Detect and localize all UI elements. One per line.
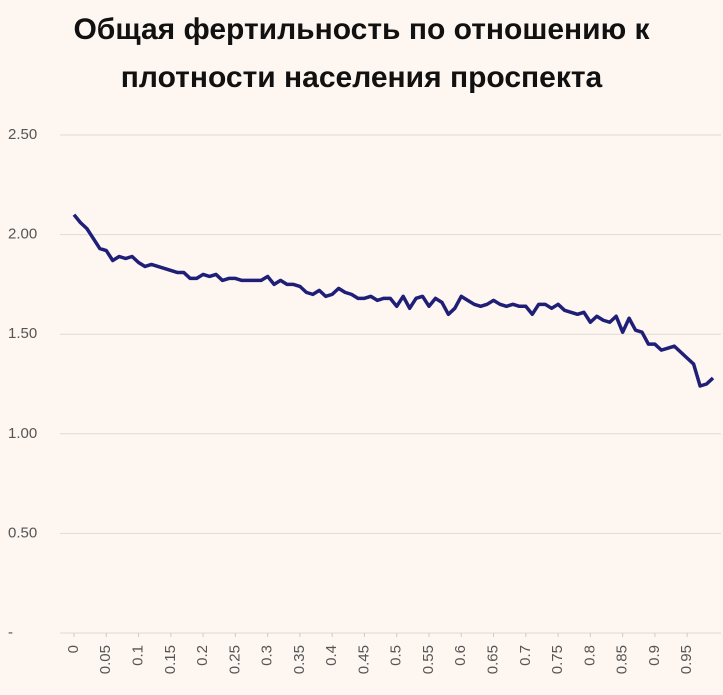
x-tick-label: 0.85 <box>614 645 631 674</box>
y-tick-label: 2.50 <box>8 126 37 143</box>
x-tick-label: 0.05 <box>97 645 114 674</box>
x-tick-label: 0 <box>65 645 82 653</box>
x-tick-label: 0.75 <box>549 645 566 674</box>
x-tick-label: 0.1 <box>130 645 147 666</box>
x-tick-label: 0.8 <box>581 645 598 666</box>
x-tick-label: 0.55 <box>420 645 437 674</box>
x-tick-label: 0.9 <box>646 645 663 666</box>
x-tick-label: 0.4 <box>323 645 340 666</box>
x-tick-label: 0.95 <box>678 645 695 674</box>
x-tick-label: 0.45 <box>355 645 372 674</box>
x-tick-label: 0.15 <box>162 645 179 674</box>
x-tick-label: 0.35 <box>291 645 308 674</box>
title-wrap: Общая фертильность по отношению к плотно… <box>0 6 723 102</box>
y-tick-label: - <box>8 624 13 641</box>
y-tick-label: 1.00 <box>8 425 37 442</box>
x-tick-label: 0.7 <box>517 645 534 666</box>
x-tick-label: 0.2 <box>194 645 211 666</box>
x-tick-label: 0.3 <box>259 645 276 666</box>
x-tick-label: 0.5 <box>388 645 405 666</box>
y-tick-label: 0.50 <box>8 524 37 541</box>
y-tick-label: 1.50 <box>8 325 37 342</box>
x-tick-label: 0.25 <box>226 645 243 674</box>
y-tick-label: 2.00 <box>8 226 37 243</box>
chart-title: Общая фертильность по отношению к плотно… <box>73 13 650 94</box>
x-tick-label: 0.6 <box>452 645 469 666</box>
data-line <box>72 213 715 388</box>
x-tick-label: 0.65 <box>485 645 502 674</box>
